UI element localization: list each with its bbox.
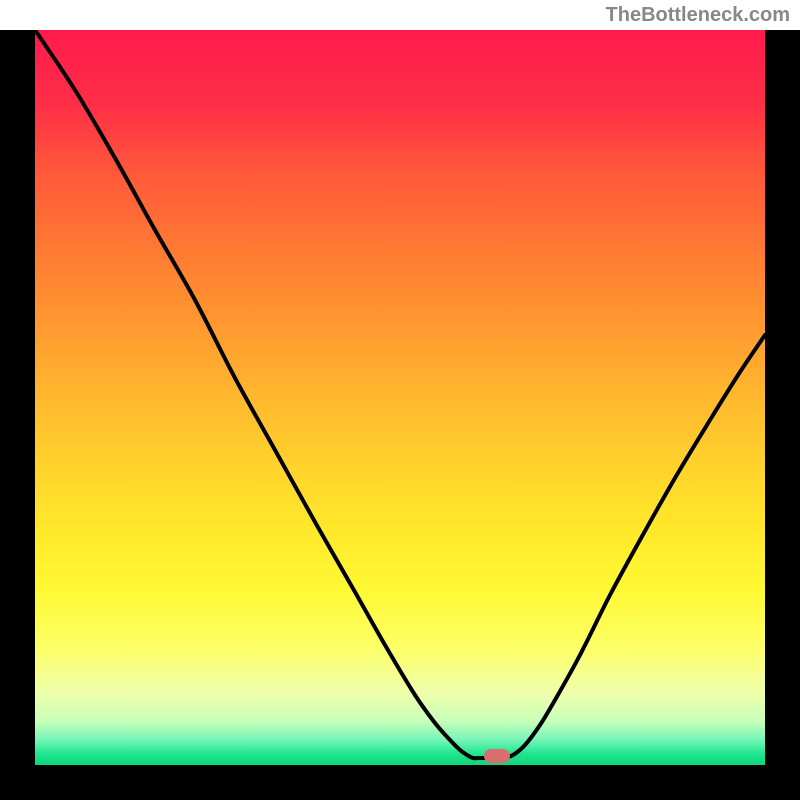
chart-outer-frame bbox=[0, 30, 800, 800]
plot-area bbox=[35, 30, 765, 765]
optimal-point-marker bbox=[484, 749, 510, 763]
bottleneck-curve bbox=[35, 30, 765, 765]
watermark-text: TheBottleneck.com bbox=[606, 4, 790, 27]
